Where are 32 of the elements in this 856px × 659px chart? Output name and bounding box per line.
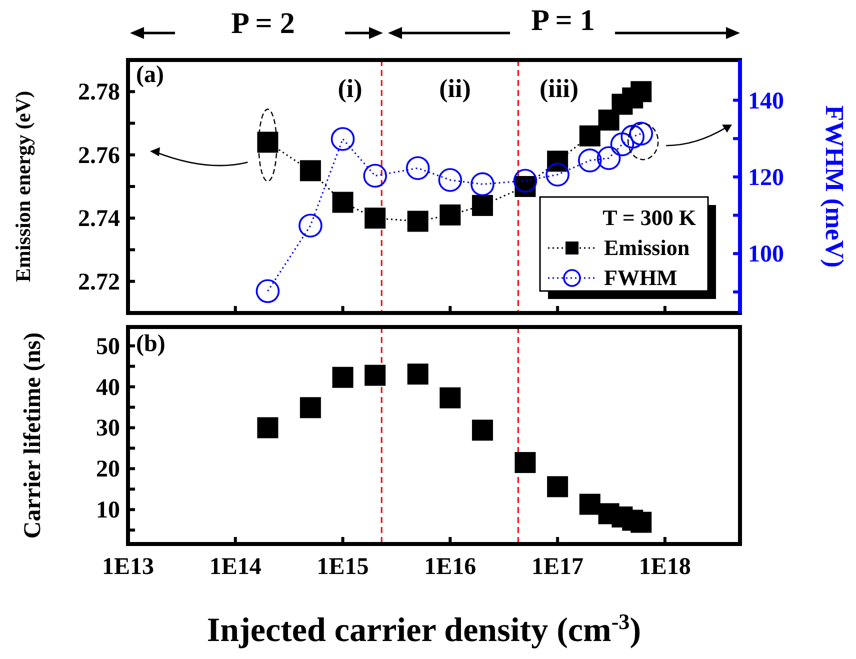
y-axis-title: Carrier lifetime (ns): [20, 332, 46, 539]
annotation: (ii): [439, 74, 471, 103]
x-tick-label: 1E13: [102, 554, 154, 580]
y-tick-label: 2.72: [78, 269, 120, 296]
annotation: (i): [338, 74, 362, 103]
y2-axis-title: FWHM (meV): [820, 105, 849, 268]
x-tick-label: 1E15: [316, 554, 369, 580]
legend-label: FWHM: [604, 265, 678, 290]
y-tick-label: 2.76: [78, 142, 120, 169]
y-tick-label: 2.78: [78, 80, 120, 106]
y-tick-label: 30: [96, 416, 120, 442]
y2-tick-label: 120: [748, 164, 784, 191]
y-axis-title: Emission energy (eV): [11, 90, 35, 282]
x-tick-label: 1E17: [532, 554, 584, 580]
x-tick-label: 1E14: [209, 554, 262, 580]
text: P = 2: [231, 7, 295, 40]
y2-tick-label: 140: [748, 88, 784, 114]
x-tick-label: 1E16: [424, 554, 476, 580]
y-tick-label: 2.74: [78, 206, 120, 232]
annotation: (a): [136, 62, 164, 88]
legend-label: Emission: [604, 235, 690, 260]
annotation: (iii): [540, 74, 578, 103]
y-tick-label: 50: [96, 334, 120, 360]
annotation: (b): [136, 331, 166, 357]
y-tick-label: 10: [96, 498, 120, 524]
text: P = 1: [531, 4, 595, 37]
x-tick-label: 1E18: [638, 554, 691, 580]
y-tick-label: 20: [96, 456, 120, 483]
y2-tick-label: 100: [748, 242, 784, 268]
legend-title: T = 300 K: [602, 205, 696, 230]
x-axis-title: Injected carrier density (cm$^{-3}$): [206, 608, 642, 649]
y-tick-label: 40: [96, 374, 120, 401]
